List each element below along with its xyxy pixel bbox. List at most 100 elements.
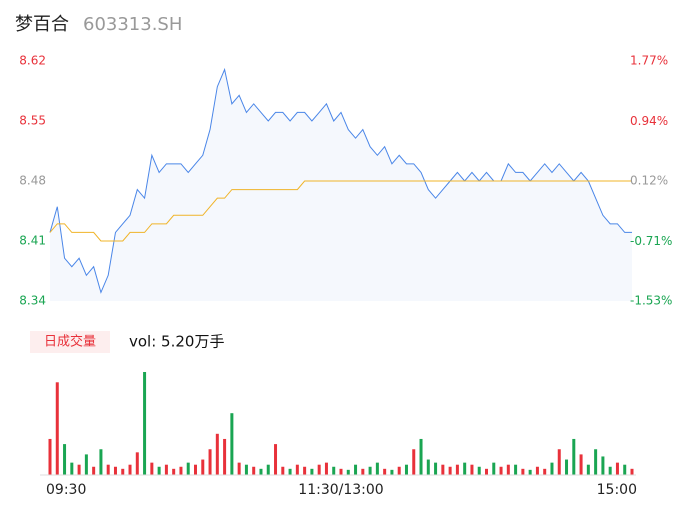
volume-bar — [426, 459, 430, 475]
volume-bar — [557, 449, 561, 475]
volume-bar — [375, 462, 379, 475]
y-tick-label: 8.55 — [19, 114, 46, 128]
volume-bar — [630, 468, 634, 475]
volume-bar — [194, 464, 197, 475]
volume-bar — [470, 464, 474, 475]
volume-bar — [281, 466, 285, 475]
volume-bar — [128, 464, 132, 475]
volume-bar — [48, 438, 52, 475]
volume-bar — [368, 466, 372, 475]
volume-bar — [550, 462, 554, 475]
volume-bar — [135, 452, 139, 475]
volume-bar — [143, 372, 147, 475]
volume-bar — [303, 466, 307, 475]
volume-bar — [208, 449, 212, 475]
volume-bar — [121, 468, 125, 475]
volume-bar — [324, 462, 328, 475]
volume-bar — [528, 469, 532, 475]
x-tick-label: 09:30 — [46, 482, 86, 498]
volume-tag: 日成交量 — [44, 334, 96, 350]
y-tick-label: 8.41 — [19, 234, 46, 248]
y2-tick-label: -1.53% — [630, 294, 672, 308]
volume-bar — [99, 449, 103, 475]
volume-bar — [346, 469, 350, 475]
volume-bar — [266, 464, 270, 475]
volume-bar — [412, 449, 416, 475]
volume-bar — [179, 466, 183, 475]
volume-bar — [485, 468, 488, 475]
volume-bar — [106, 464, 110, 475]
stock-name: 梦百合 — [15, 14, 69, 35]
volume-bar — [521, 468, 525, 475]
volume-bar — [448, 466, 452, 475]
volume-bar — [623, 464, 627, 475]
volume-bar — [615, 462, 619, 475]
price-line — [49, 67, 632, 294]
volume-bar — [441, 464, 445, 475]
volume-bar — [288, 468, 292, 475]
volume-bar — [63, 444, 67, 475]
volume-bar — [150, 462, 154, 475]
volume-bar — [274, 444, 278, 475]
volume-bar — [361, 468, 365, 475]
average-line — [49, 180, 632, 242]
x-tick-label: 11:30/13:00 — [298, 482, 383, 498]
volume-bar — [295, 464, 299, 475]
volume-bar — [237, 462, 241, 475]
x-tick-label: 15:00 — [597, 482, 637, 498]
volume-bar — [455, 464, 459, 475]
volume-bar — [230, 413, 234, 475]
price-area — [50, 69, 632, 301]
volume-bar — [201, 459, 205, 475]
volume-bar — [601, 456, 605, 475]
volume-bar — [565, 459, 569, 475]
volume-bar — [77, 464, 81, 475]
volume-bar — [339, 468, 343, 475]
y-tick-label: 8.34 — [19, 294, 46, 308]
y2-tick-label: 1.77% — [630, 54, 668, 68]
volume-bar — [463, 462, 467, 475]
volume-bar — [223, 438, 227, 475]
volume-bar — [572, 438, 576, 475]
volume-bar — [397, 466, 401, 475]
volume-bar — [586, 464, 590, 475]
volume-bar — [332, 466, 336, 475]
volume-bar — [172, 468, 176, 475]
volume-bar — [70, 462, 74, 475]
volume-bar — [215, 433, 219, 475]
volume-bar — [354, 464, 358, 475]
volume-bar — [579, 454, 583, 475]
volume-bar — [186, 462, 190, 475]
volume-bar — [492, 462, 496, 475]
volume-bar — [383, 468, 387, 475]
volume-bar — [477, 466, 481, 475]
volume-bar — [594, 449, 598, 475]
volume-bar — [55, 382, 59, 475]
volume-bar — [434, 462, 438, 475]
y2-tick-label: 0.94% — [630, 114, 668, 128]
volume-bar — [244, 464, 248, 475]
volume-bar — [499, 466, 503, 475]
volume-bar — [535, 466, 539, 475]
stock-code: 603313.SH — [83, 14, 182, 35]
y2-tick-label: -0.71% — [630, 234, 672, 248]
volume-bar — [608, 466, 612, 475]
y2-tick-label: 0.12% — [630, 174, 668, 188]
volume-bar — [252, 466, 256, 475]
volume-bar — [113, 466, 117, 475]
y-tick-label: 8.48 — [19, 174, 46, 188]
y-tick-label: 8.62 — [19, 54, 46, 68]
volume-bar — [390, 469, 394, 475]
volume-tag-bg — [30, 331, 110, 353]
volume-bar — [404, 464, 408, 475]
volume-bar — [259, 468, 263, 475]
volume-bar — [84, 454, 88, 475]
volume-bar — [310, 468, 314, 475]
volume-bar — [92, 466, 96, 475]
volume-bar — [164, 464, 168, 475]
volume-bar — [543, 468, 547, 475]
volume-bar — [514, 464, 518, 475]
volume-bar — [419, 438, 423, 475]
